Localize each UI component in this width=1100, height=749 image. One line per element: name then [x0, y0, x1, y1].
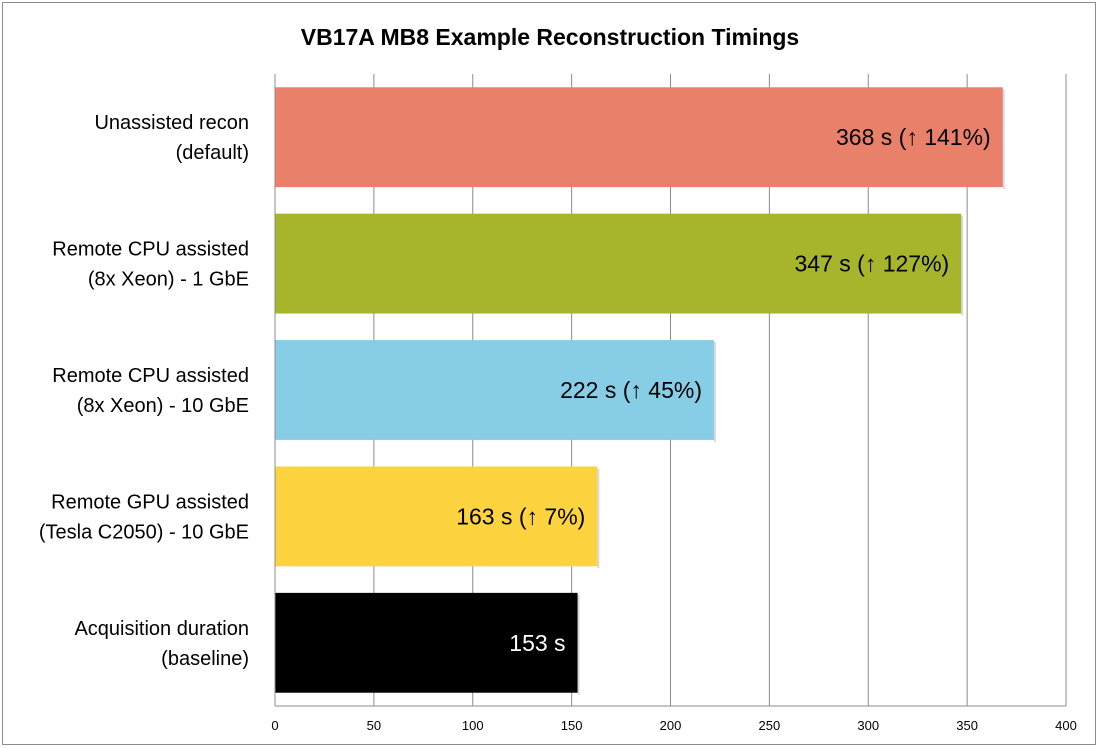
category-label: (8x Xeon) - 1 GbE [88, 269, 249, 291]
category-label: (default) [176, 142, 249, 164]
category-label: Remote CPU assisted [52, 365, 249, 387]
category-label: (8x Xeon) - 10 GbE [77, 395, 249, 417]
x-tick-label: 300 [857, 718, 879, 733]
bars: 368 s (↑ 141%) 347 s (↑ 127%) 222 s (↑ 45%… [275, 87, 1005, 695]
chart-title: VB17A MB8 Example Reconstruction Timings [300, 24, 800, 50]
bar [275, 340, 715, 440]
category-label: Unassisted recon [94, 112, 249, 134]
x-tick-label: 250 [759, 718, 781, 733]
category-label: (Tesla C2050) - 10 GbE [39, 521, 249, 543]
bar [275, 87, 1003, 188]
category-labels: Unassisted recon (default) Remote CPU assi… [39, 112, 249, 670]
x-tick-label: 400 [1055, 718, 1077, 733]
x-tick-label: 350 [956, 718, 978, 733]
category-label: Remote GPU assisted [51, 491, 249, 513]
bar [275, 213, 962, 314]
x-tick-label: 100 [462, 718, 484, 733]
x-tick-label: 150 [561, 718, 583, 733]
category-label: Remote CPU assisted [52, 239, 249, 261]
category-label: Acquisition duration [74, 618, 249, 640]
bar-shadow [1002, 89, 1005, 190]
x-tick-label: 200 [660, 718, 682, 733]
bar-shadow [961, 215, 964, 316]
bar-data-label: 347 s (↑ 127%) [794, 251, 949, 277]
x-axis: 0 50 100 150 200 250 300 350 400 [271, 74, 1077, 733]
bar-data-label: 222 s (↑ 45%) [560, 377, 702, 403]
bar-data-label: 368 s (↑ 141%) [836, 124, 991, 150]
bar-shadow [577, 594, 580, 695]
bar-shadow [597, 468, 600, 569]
bar-data-label: 153 s [509, 630, 565, 656]
category-label: (baseline) [161, 648, 249, 670]
bar-shadow [714, 342, 717, 442]
x-tick-label: 0 [271, 718, 278, 733]
bar [275, 592, 578, 693]
bar [275, 466, 598, 567]
x-tick-label: 50 [367, 718, 381, 733]
bar-data-label: 163 s (↑ 7%) [456, 503, 585, 529]
